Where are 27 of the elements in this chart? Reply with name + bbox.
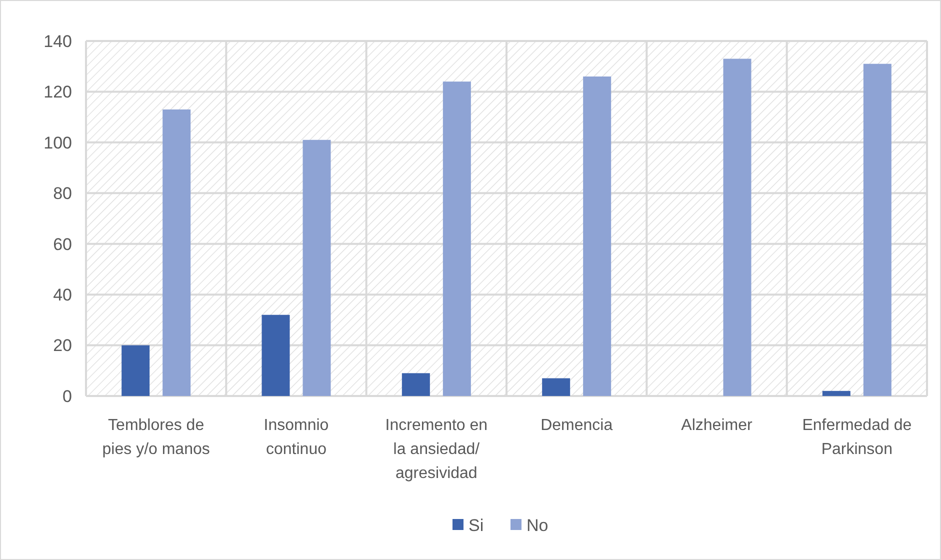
bar <box>122 345 150 396</box>
legend-label: Si <box>468 516 484 535</box>
x-tick-label: Enfermedad de Parkinson <box>802 417 912 458</box>
bar <box>542 378 570 396</box>
x-tick-label: Alzheimer <box>681 417 753 434</box>
y-tick-label: 100 <box>44 133 72 152</box>
x-tick-label: Incremento en la ansiedad/ agresividad <box>385 417 488 482</box>
bar <box>442 82 471 396</box>
bar <box>302 140 331 396</box>
x-tick-label: Insomnio continuo <box>264 417 329 458</box>
bar <box>863 64 892 396</box>
bar <box>402 373 430 396</box>
y-tick-label: 0 <box>62 386 72 406</box>
y-tick-label: 80 <box>53 184 72 204</box>
bar <box>262 314 290 396</box>
legend-label: No <box>526 516 548 535</box>
bar <box>822 390 850 396</box>
x-tick-label: Demencia <box>540 417 613 434</box>
bar <box>583 76 612 396</box>
bar <box>723 58 752 396</box>
y-tick-label: 60 <box>53 234 72 254</box>
bar <box>162 109 191 396</box>
y-tick-label: 20 <box>53 336 72 356</box>
y-tick-label: 40 <box>53 286 72 305</box>
x-tick-label: Temblores de pies y/o manos <box>102 417 210 458</box>
y-tick-label: 120 <box>44 82 72 102</box>
y-tick-label: 140 <box>44 32 72 51</box>
